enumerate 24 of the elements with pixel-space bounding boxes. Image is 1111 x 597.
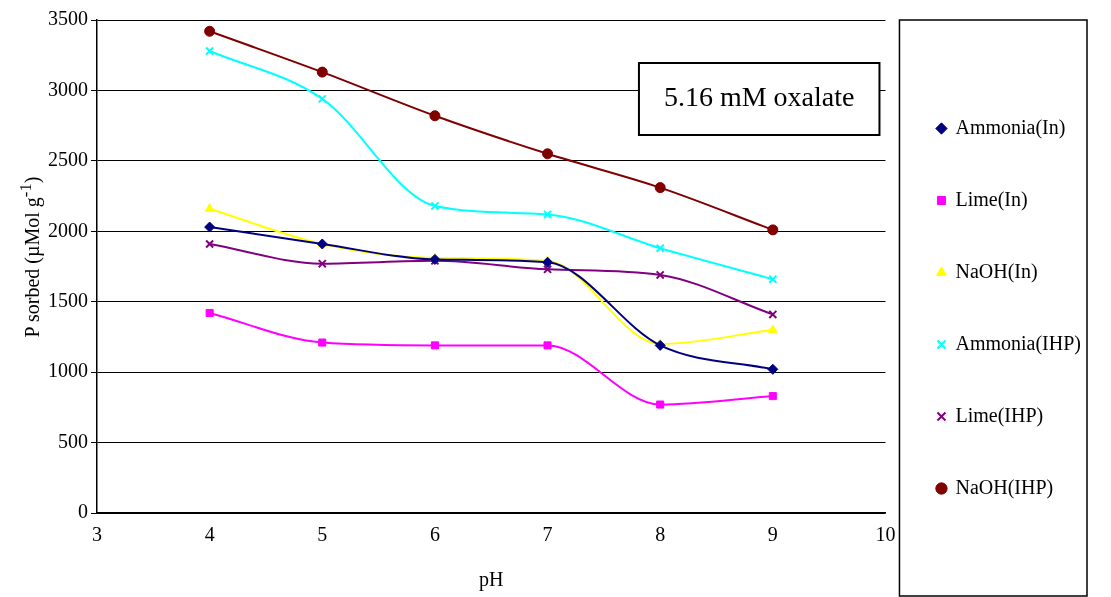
x-axis-title: pH [479, 568, 504, 592]
y-tick-label: 2500 [48, 148, 88, 171]
x-tick-label: 10 [875, 523, 896, 546]
legend-label: Ammonia(In) [955, 115, 1066, 139]
legend-label: Ammonia(IHP) [955, 331, 1082, 355]
x-tick-label: 3 [92, 523, 102, 546]
y-tick-label: 500 [58, 429, 88, 452]
x-tick-label: 9 [767, 523, 778, 546]
annotation: 5.16 mM oxalate [663, 81, 855, 113]
y-tick-label: 1500 [48, 288, 88, 311]
y-tick-label: 0 [78, 500, 88, 523]
y-tick-label: 3500 [48, 7, 88, 30]
y-tick-label: 3000 [48, 77, 88, 100]
x-tick-label: 4 [204, 523, 215, 546]
legend-label: NaOH(In) [955, 259, 1038, 283]
x-tick-label: 8 [655, 523, 666, 546]
x-tick-label: 7 [542, 523, 553, 546]
y-tick-label: 2000 [48, 218, 88, 241]
y-tick-label: 1000 [48, 359, 88, 382]
x-tick-label: 6 [429, 523, 440, 546]
legend-label: Lime(In) [955, 187, 1028, 211]
x-tick-label: 5 [317, 523, 328, 546]
legend-label: NaOH(IHP) [955, 475, 1054, 499]
legend-label: Lime(IHP) [955, 403, 1044, 427]
